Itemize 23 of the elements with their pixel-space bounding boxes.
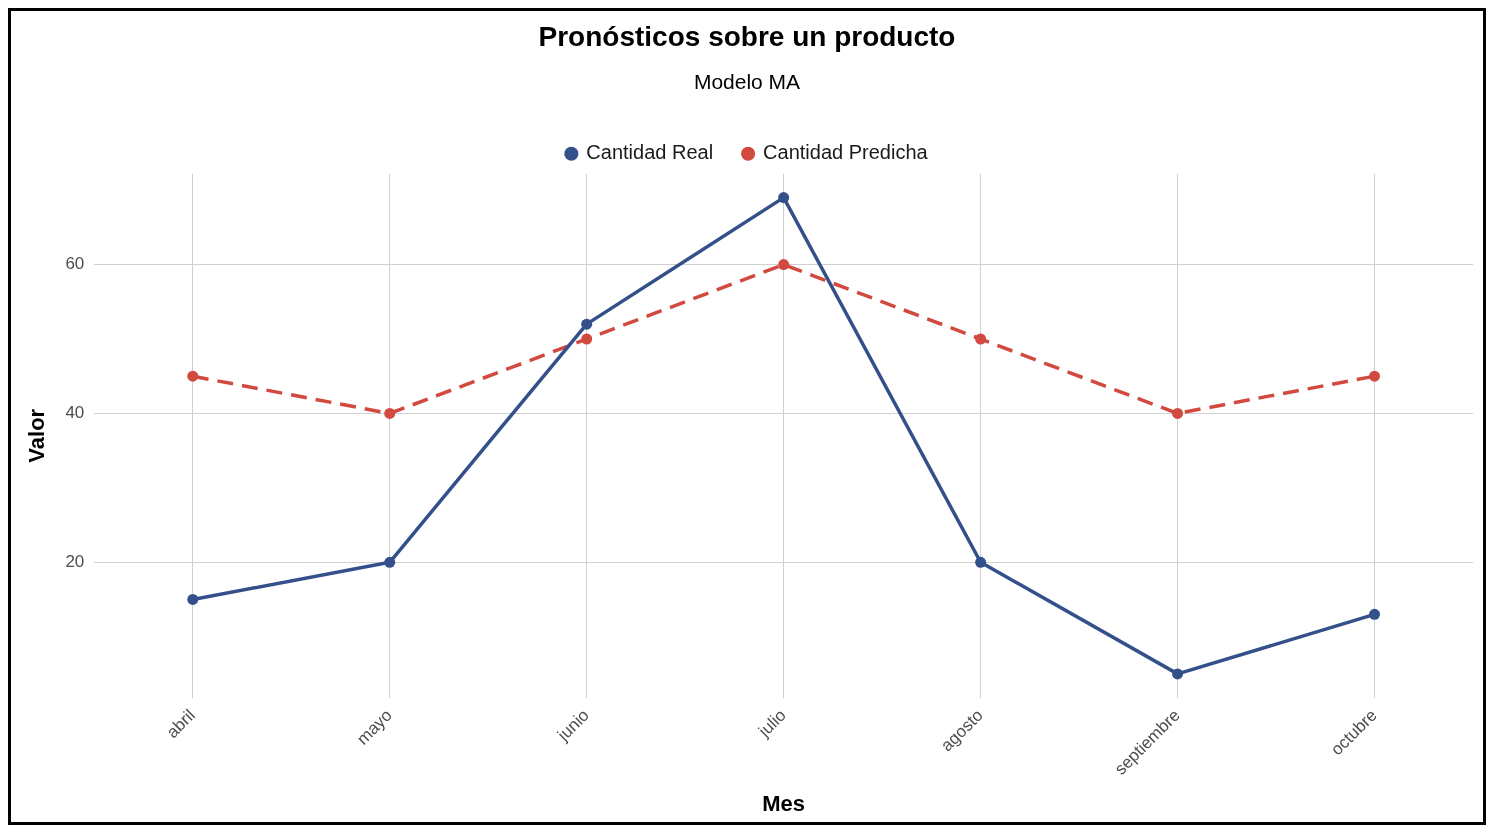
point	[1172, 668, 1184, 680]
point	[581, 333, 593, 345]
y-axis-title: Valor	[24, 408, 50, 463]
legend-label: Cantidad Predicha	[763, 141, 929, 164]
y-tick-label: 20	[65, 551, 85, 571]
legend-label: Cantidad Real	[586, 141, 714, 164]
point	[975, 556, 987, 568]
chart-title: Pronósticos sobre un producto	[538, 20, 956, 52]
point	[384, 407, 396, 419]
y-tick-label: 40	[65, 403, 85, 423]
point	[581, 318, 593, 330]
point	[975, 333, 987, 345]
point	[384, 556, 396, 568]
point	[1172, 407, 1184, 419]
point	[778, 259, 790, 271]
y-tick-label: 60	[65, 254, 85, 274]
chart-subtitle: Modelo MA	[693, 70, 801, 93]
x-axis-title: Mes	[762, 790, 806, 816]
point	[187, 593, 199, 605]
point	[1369, 608, 1381, 620]
point	[778, 192, 790, 204]
point	[187, 370, 199, 382]
point	[1369, 370, 1381, 382]
